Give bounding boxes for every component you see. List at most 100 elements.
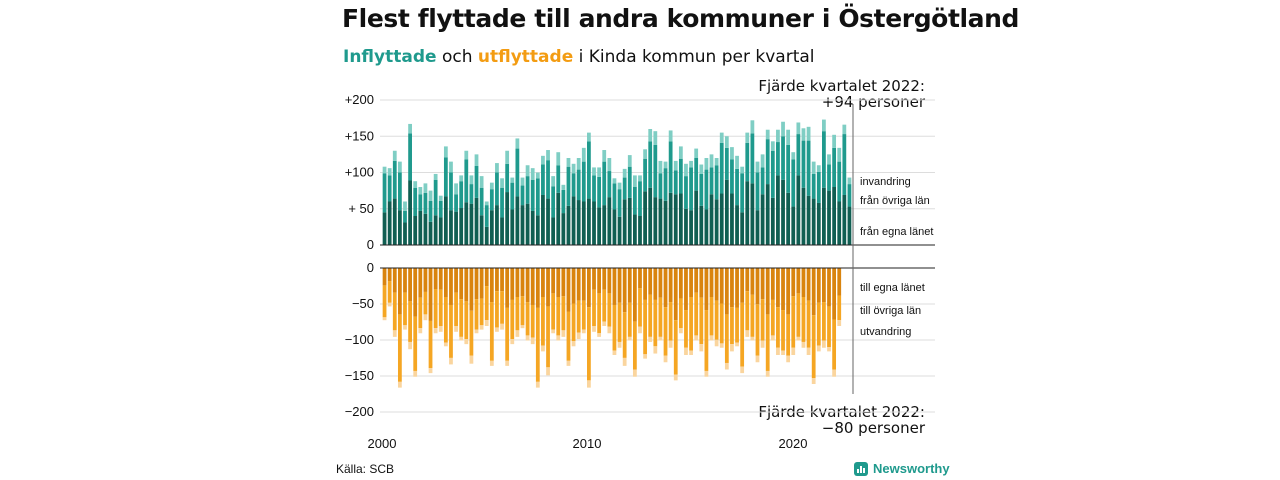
bar-out-emigration xyxy=(673,374,678,381)
bar-out-local xyxy=(449,268,453,305)
bar-out-county xyxy=(515,297,520,331)
bar-out-local xyxy=(464,268,469,302)
bar-out-emigration xyxy=(561,330,566,337)
segment-label-out: till övriga län xyxy=(860,305,921,317)
bar-out-county xyxy=(699,297,704,345)
bar-out-emigration xyxy=(408,341,412,350)
segment-label-out: till egna länet xyxy=(860,282,925,294)
bar-in-local xyxy=(403,222,407,245)
bar-out-county xyxy=(438,289,443,326)
bar-in-immigration xyxy=(689,160,693,168)
bar-out-local xyxy=(546,268,550,307)
bar-in-local xyxy=(530,210,535,245)
bar-out-local xyxy=(648,268,653,295)
bar-out-emigration xyxy=(525,335,530,341)
bar-in-county xyxy=(709,167,714,195)
bar-in-immigration xyxy=(489,182,494,190)
bar-in-immigration xyxy=(811,161,816,174)
bar-in-immigration xyxy=(520,177,525,186)
bar-in-immigration xyxy=(643,149,647,159)
bar-in-immigration xyxy=(576,158,581,170)
bar-out-county xyxy=(403,292,407,326)
bar-in-local xyxy=(495,205,499,245)
bar-out-local xyxy=(709,268,714,297)
bar-in-county xyxy=(837,161,842,202)
bar-out-emigration xyxy=(653,346,658,354)
bar-out-county xyxy=(704,310,709,371)
bar-in-local xyxy=(714,199,719,245)
bar-out-county xyxy=(535,307,540,382)
bar-out-local xyxy=(392,268,397,293)
bar-in-immigration xyxy=(714,158,719,166)
bar-in-local xyxy=(612,209,617,245)
bar-in-county xyxy=(418,194,423,211)
bar-in-county xyxy=(510,182,515,210)
bar-out-emigration xyxy=(602,321,607,326)
bar-out-emigration xyxy=(535,381,540,388)
bar-out-local xyxy=(489,268,494,303)
bar-in-county xyxy=(413,187,418,216)
bar-out-county xyxy=(673,320,678,375)
bar-out-emigration xyxy=(648,336,653,342)
bar-in-immigration xyxy=(627,155,632,167)
bar-in-county xyxy=(822,131,826,188)
bar-out-emigration xyxy=(730,344,734,352)
bar-in-immigration xyxy=(433,173,438,180)
bar-out-emigration xyxy=(418,328,423,334)
bar-in-local xyxy=(653,197,658,245)
bar-out-county xyxy=(607,293,612,327)
bar-in-local xyxy=(392,198,397,245)
bar-in-local xyxy=(443,196,448,245)
x-tick: 2000 xyxy=(368,436,397,451)
bar-in-county xyxy=(827,164,831,191)
bar-in-local xyxy=(643,191,647,245)
newsworthy-logo[interactable]: Newsworthy xyxy=(854,461,950,476)
bar-in-local xyxy=(801,187,806,245)
bar-out-local xyxy=(382,268,387,286)
bar-out-county xyxy=(832,319,837,370)
bar-in-local xyxy=(648,187,653,245)
bar-out-emigration xyxy=(397,381,402,388)
bar-in-local xyxy=(699,205,704,245)
bar-out-emigration xyxy=(515,330,520,337)
bar-out-emigration xyxy=(607,326,612,334)
bar-out-county xyxy=(816,302,821,346)
bar-out-emigration xyxy=(678,328,683,334)
bar-out-county xyxy=(576,300,581,333)
bar-in-county xyxy=(847,184,852,207)
bar-in-immigration xyxy=(750,120,755,134)
bar-in-county xyxy=(627,166,632,198)
bar-out-emigration xyxy=(714,339,719,347)
bar-in-county xyxy=(515,148,520,197)
bar-in-immigration xyxy=(704,158,709,170)
bar-out-emigration xyxy=(694,335,699,341)
bar-in-county xyxy=(842,134,847,195)
bar-out-county xyxy=(801,297,806,342)
bar-out-county xyxy=(806,300,811,348)
bar-out-emigration xyxy=(546,367,550,376)
bar-in-local xyxy=(602,205,607,245)
bar-out-local xyxy=(438,268,443,290)
bar-in-immigration xyxy=(571,163,576,174)
bar-in-local xyxy=(663,200,668,245)
bar-out-emigration xyxy=(786,355,791,363)
y-tick-top: +150 xyxy=(345,128,374,143)
bar-out-county xyxy=(709,297,714,336)
bar-out-emigration xyxy=(632,369,637,377)
bar-out-local xyxy=(832,268,837,320)
bar-out-county xyxy=(479,298,484,326)
bar-in-local xyxy=(474,197,479,245)
bar-in-local xyxy=(438,217,443,245)
bar-in-county xyxy=(587,141,591,199)
bar-out-emigration xyxy=(699,344,704,352)
bar-out-county xyxy=(648,294,653,337)
bar-in-immigration xyxy=(760,154,765,168)
bar-out-emigration xyxy=(500,323,504,330)
bar-out-county xyxy=(408,301,412,342)
bar-in-county xyxy=(638,181,642,216)
bar-in-local xyxy=(535,215,540,245)
bar-in-local xyxy=(632,214,637,245)
bar-in-immigration xyxy=(740,166,745,174)
bar-in-county xyxy=(602,161,607,206)
bar-in-county xyxy=(678,158,683,194)
